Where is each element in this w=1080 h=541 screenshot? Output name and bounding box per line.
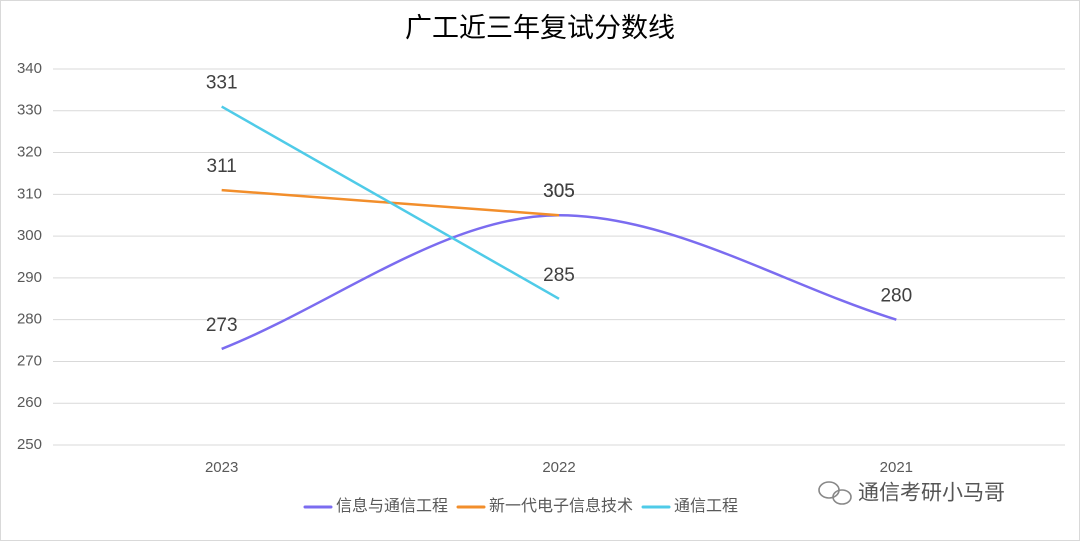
legend-label: 新一代电子信息技术	[489, 497, 633, 515]
y-tick-label: 260	[17, 394, 42, 411]
x-tick-label: 2021	[880, 459, 913, 476]
legend-label: 通信工程	[674, 497, 738, 515]
x-tick-label: 2022	[542, 459, 575, 476]
y-tick-label: 330	[17, 102, 42, 119]
y-tick-label: 270	[17, 352, 42, 369]
y-tick-label: 250	[17, 436, 42, 453]
data-label: 305	[543, 181, 575, 202]
data-label: 280	[880, 286, 912, 307]
y-tick-label: 280	[17, 311, 42, 328]
watermark-icon	[818, 481, 852, 505]
y-tick-label: 300	[17, 227, 42, 244]
x-tick-label: 2023	[205, 459, 238, 476]
data-label: 331	[206, 73, 238, 94]
data-label: 273	[206, 315, 238, 336]
y-tick-label: 310	[17, 185, 42, 202]
data-label: 285	[543, 265, 575, 286]
series-line	[221, 105, 560, 300]
y-tick-label: 320	[17, 144, 42, 161]
legend-label: 信息与通信工程	[336, 497, 448, 515]
data-label: 311	[207, 156, 237, 177]
watermark: 通信考研小马哥	[858, 482, 1005, 505]
data-label: 305	[543, 181, 575, 202]
y-tick-label: 340	[17, 60, 42, 77]
y-tick-label: 290	[17, 269, 42, 286]
chart-title: 广工近三年复试分数线	[405, 13, 675, 43]
